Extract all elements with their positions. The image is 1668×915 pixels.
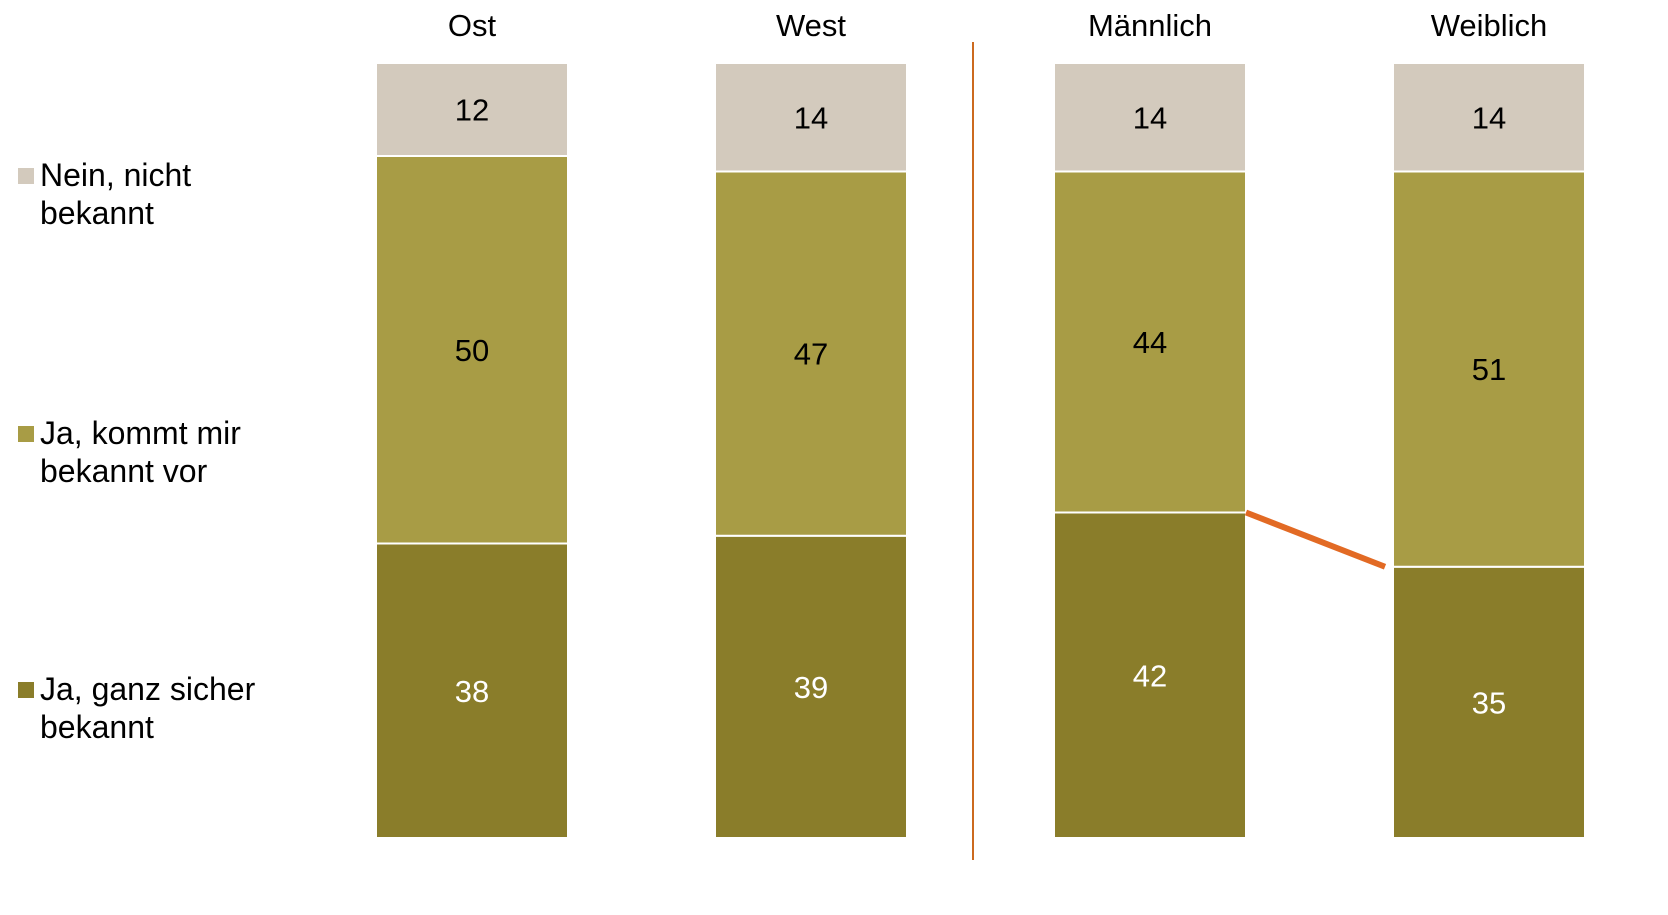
bar-segment-ost-0 <box>375 542 569 839</box>
data-label: 44 <box>1133 325 1167 360</box>
bar-segment-weiblich-0 <box>1392 565 1586 839</box>
legend-label: Nein, nicht bekannt <box>40 157 192 231</box>
legend-swatch <box>18 426 34 442</box>
bar-segment-ost-2 <box>375 62 569 157</box>
data-label: 12 <box>455 93 489 128</box>
bar-segment-männlich-1 <box>1053 170 1247 514</box>
data-label: 35 <box>1472 685 1506 720</box>
bar-segment-männlich-2 <box>1053 62 1247 173</box>
data-label: 38 <box>455 674 489 709</box>
data-label: 51 <box>1472 352 1506 387</box>
data-label: 39 <box>794 670 828 705</box>
data-label: 14 <box>1133 100 1167 135</box>
data-label: 14 <box>1472 100 1506 135</box>
legend-item-nein-nicht-bekannt: Nein, nicht bekannt <box>18 156 300 232</box>
bar-segment-weiblich-1 <box>1392 170 1586 568</box>
bar-segment-west-1 <box>714 170 908 537</box>
legend-label: Ja, ganz sicher bekannt <box>40 671 256 745</box>
bar-segment-männlich-0 <box>1053 511 1247 839</box>
data-label: 14 <box>794 100 828 135</box>
category-label: Weiblich <box>1431 8 1548 43</box>
bar-segment-weiblich-2 <box>1392 62 1586 173</box>
data-label: 50 <box>455 333 489 368</box>
bar-segment-west-2 <box>714 62 908 173</box>
category-label: Ost <box>448 8 497 43</box>
legend-item-ja-kommt-mir-bekannt-vor: Ja, kommt mir bekannt vor <box>18 414 300 490</box>
data-label: 47 <box>794 337 828 372</box>
data-label: 42 <box>1133 658 1167 693</box>
category-label: West <box>776 8 846 43</box>
legend-swatch <box>18 682 34 698</box>
legend-swatch <box>18 168 34 184</box>
category-label: Männlich <box>1088 8 1212 43</box>
legend-item-ja-ganz-sicher-bekannt: Ja, ganz sicher bekannt <box>18 670 300 746</box>
legend-label: Ja, kommt mir bekannt vor <box>40 415 241 489</box>
connector-line <box>1244 509 1387 570</box>
